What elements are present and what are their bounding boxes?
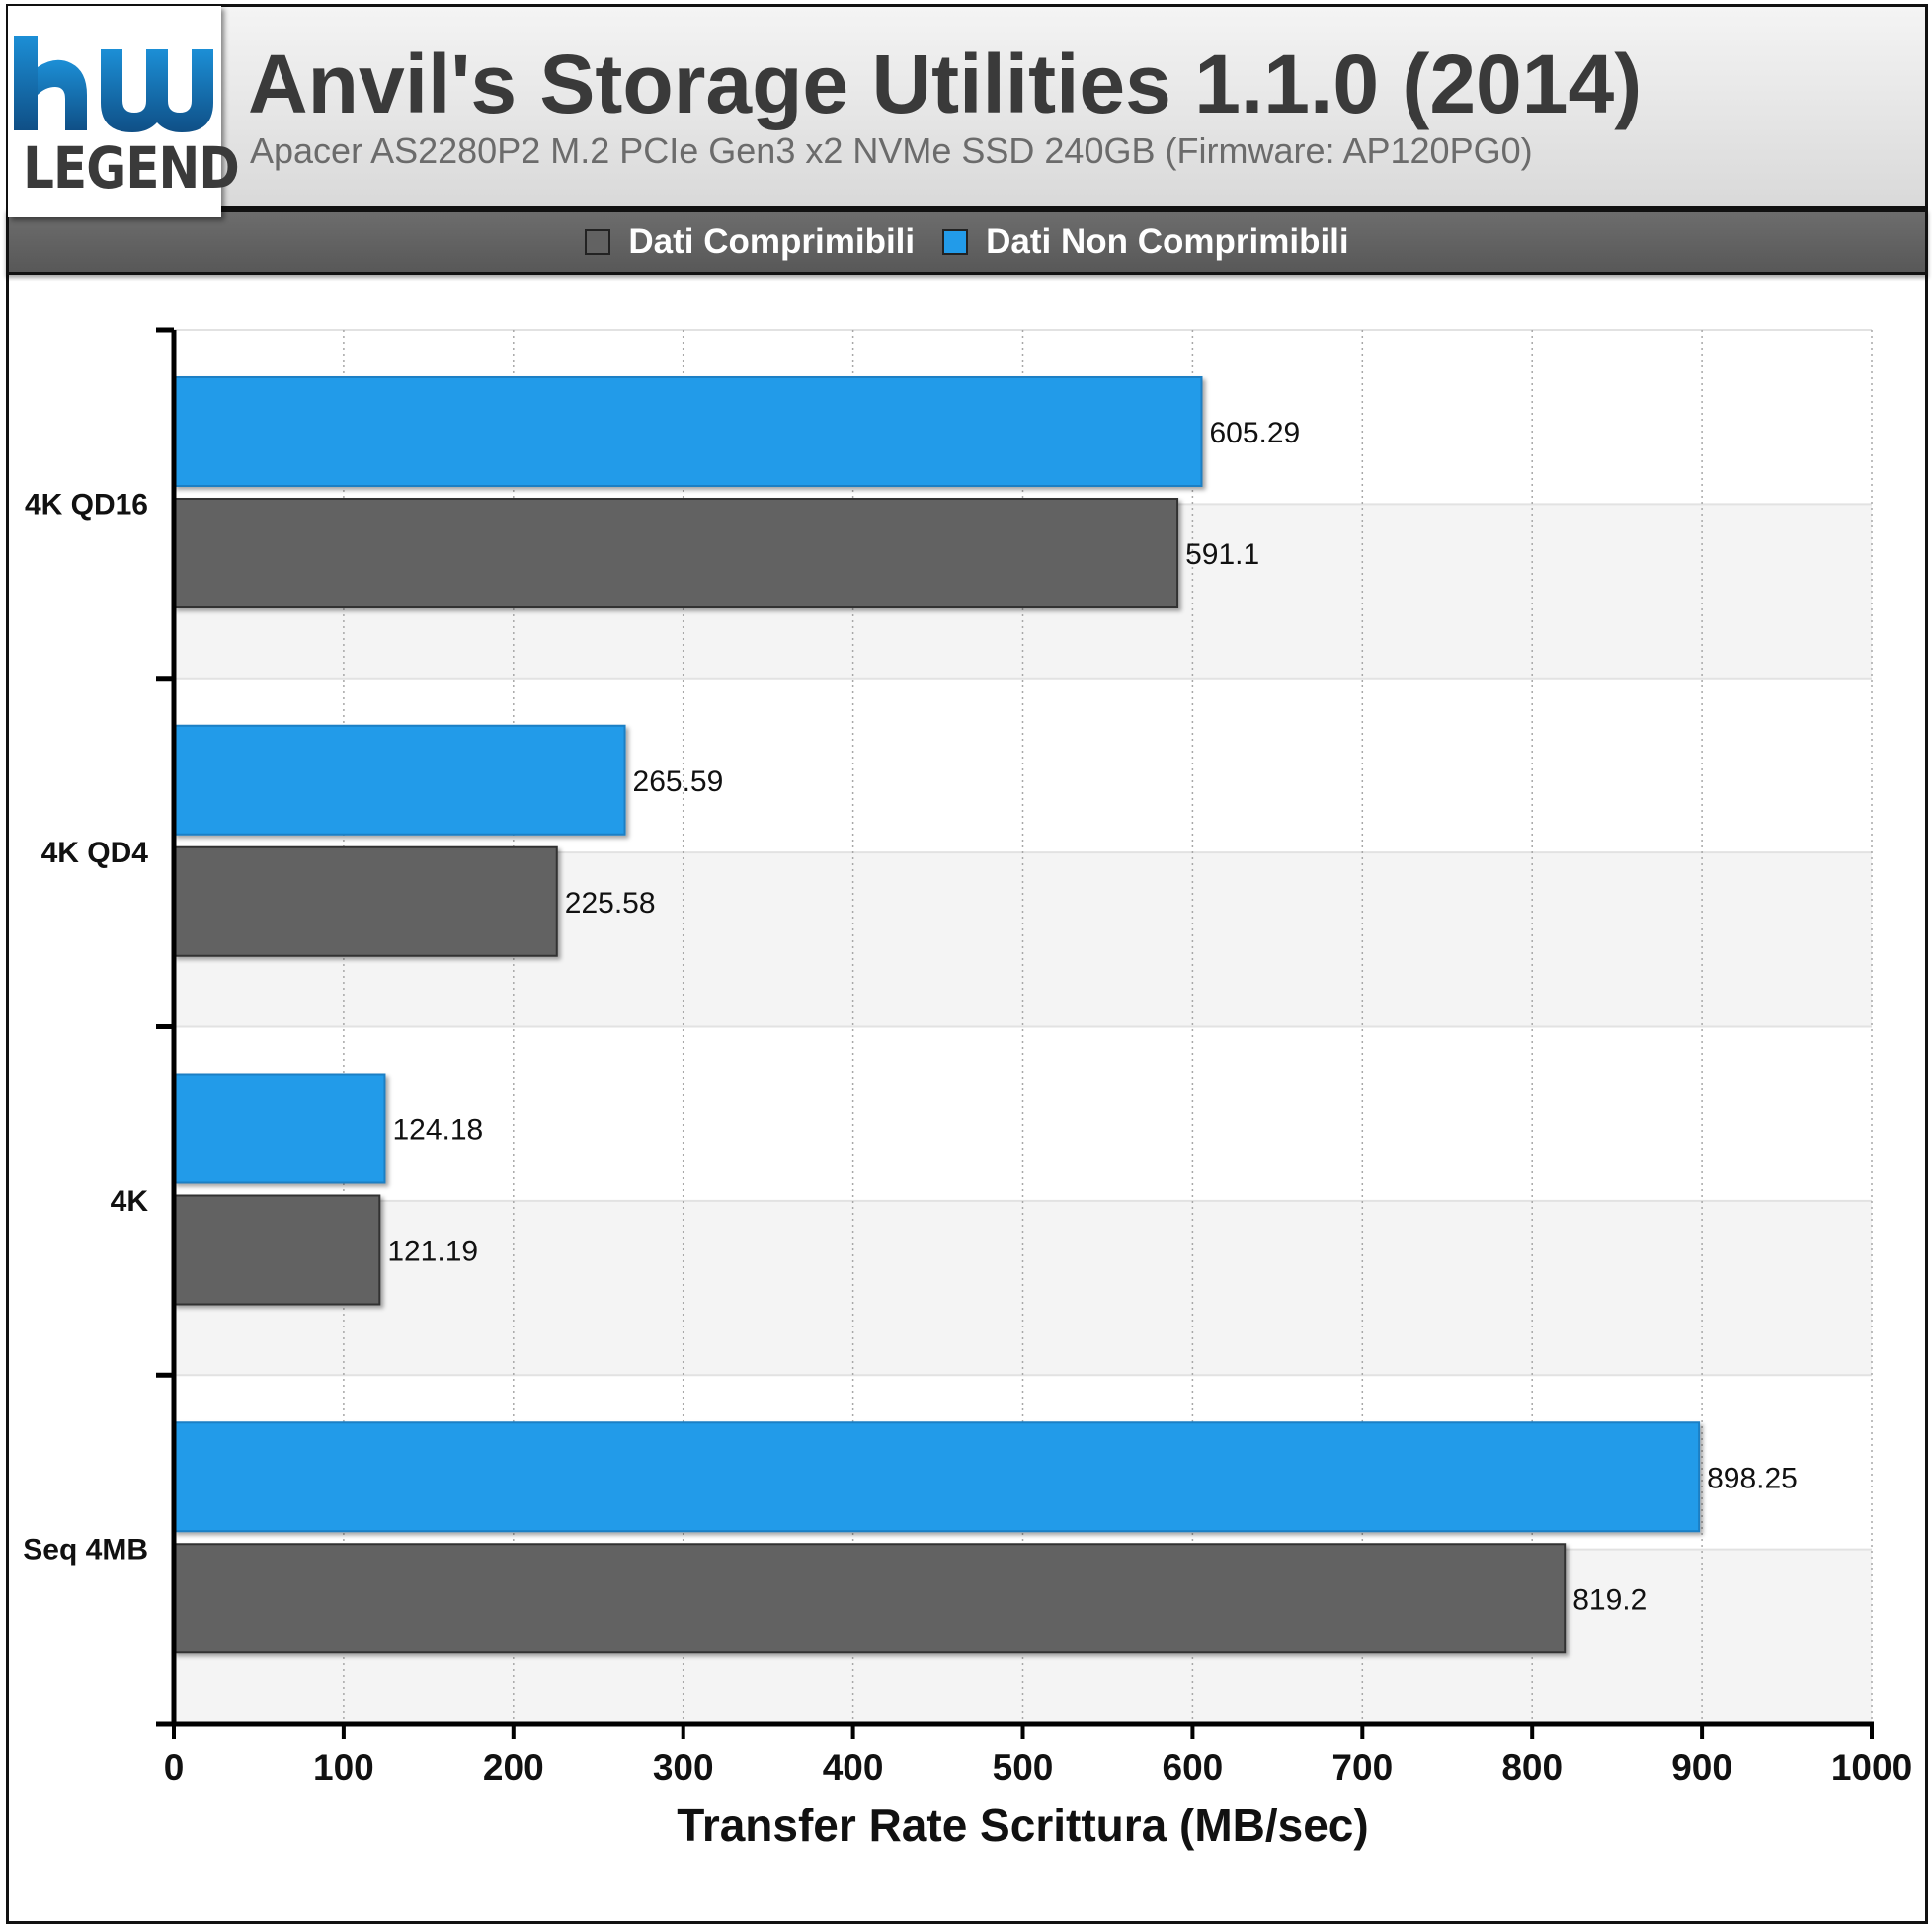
x-tick-label: 800 (1501, 1747, 1563, 1788)
plot-stripe (174, 1200, 1872, 1376)
x-tick-label: 500 (993, 1747, 1054, 1788)
bar (173, 1543, 1567, 1654)
hwlegend-logo: LEGEND (8, 6, 240, 217)
bar-value-label: 591.1 (1185, 538, 1259, 571)
bar-value-label: 605.29 (1209, 417, 1300, 449)
logo-text: LEGEND (23, 134, 240, 201)
chart-title: Anvil's Storage Utilities 1.1.0 (2014) (248, 38, 1643, 130)
bar-value-label: 124.18 (392, 1114, 483, 1147)
chart-header: Anvil's Storage Utilities 1.1.0 (2014) A… (6, 4, 1928, 209)
legend-swatch-incompressible (942, 229, 969, 255)
legend-bar: Dati Comprimibili Dati Non Comprimibili (6, 209, 1928, 275)
x-tick-label: 700 (1331, 1747, 1393, 1788)
x-tick-label: 900 (1671, 1747, 1732, 1788)
category-label: 4K (111, 1185, 149, 1218)
bar-value-label: 819.2 (1572, 1583, 1647, 1616)
bar (173, 498, 1179, 608)
bar-value-label: 121.19 (387, 1236, 478, 1268)
bar-value-label: 225.58 (565, 887, 656, 920)
x-tick-label: 400 (823, 1747, 884, 1788)
x-axis-title: Transfer Rate Scrittura (MB/sec) (677, 1800, 1368, 1851)
legend-label-incompressible: Dati Non Comprimibili (986, 222, 1349, 261)
category-label: 4K QD4 (41, 837, 149, 869)
x-tick-label: 0 (164, 1747, 185, 1788)
chart-subtitle: Apacer AS2280P2 M.2 PCIe Gen3 x2 NVMe SS… (250, 130, 1533, 171)
category-label: Seq 4MB (23, 1534, 148, 1567)
logo-hw-mark-icon (14, 36, 213, 132)
x-tick-label: 1000 (1831, 1747, 1912, 1788)
category-label: 4K QD16 (25, 488, 148, 521)
x-tick-label: 200 (483, 1747, 544, 1788)
x-tick-label: 300 (653, 1747, 714, 1788)
bar-value-label: 898.25 (1707, 1462, 1798, 1494)
legend-item-compressible: Dati Comprimibili (585, 222, 915, 262)
bar (173, 1073, 386, 1184)
bar (173, 724, 626, 836)
legend-swatch-compressible (585, 229, 611, 255)
bar (173, 1194, 381, 1306)
legend: Dati Comprimibili Dati Non Comprimibili (9, 212, 1925, 272)
x-tick-label: 600 (1163, 1747, 1224, 1788)
legend-item-incompressible: Dati Non Comprimibili (942, 222, 1349, 262)
legend-label-compressible: Dati Comprimibili (628, 222, 916, 261)
bar (173, 376, 1203, 487)
bar (173, 1421, 1701, 1533)
bar-value-label: 265.59 (633, 765, 724, 798)
bar (173, 845, 558, 957)
x-tick-label: 100 (313, 1747, 374, 1788)
